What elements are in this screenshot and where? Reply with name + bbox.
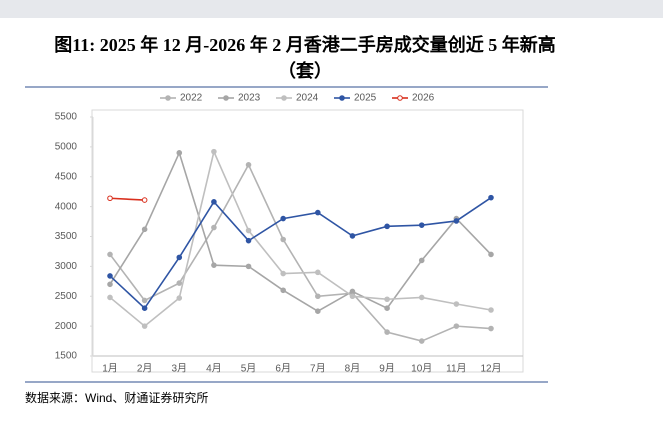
- x-tick-label: 2月: [137, 363, 153, 375]
- point: [280, 287, 286, 294]
- series-line: [109, 163, 492, 342]
- point: [418, 257, 425, 264]
- point: [245, 237, 252, 244]
- series-line: [109, 149, 492, 328]
- point: [315, 293, 321, 300]
- point: [418, 222, 425, 228]
- y-tick-label: 2500: [55, 291, 78, 302]
- point: [488, 251, 494, 258]
- point: [245, 263, 252, 270]
- title-box: 图11: 2025 年 12 月-2026 年 2 月香港二手房成交量创近 5 …: [54, 35, 556, 81]
- source-note: 数据来源：Wind、财通证券研究所: [25, 390, 208, 405]
- point: [176, 280, 183, 286]
- legend-label: 2025: [354, 93, 377, 104]
- legend-marker: [339, 95, 345, 101]
- point: [315, 269, 321, 276]
- point: [453, 301, 460, 307]
- legend-marker: [281, 95, 287, 101]
- point: [488, 307, 494, 313]
- point: [211, 224, 217, 231]
- point: [349, 288, 356, 295]
- y-tick-label: 4500: [55, 171, 78, 182]
- point: [280, 215, 286, 222]
- series-line: [109, 196, 492, 310]
- point: [107, 281, 113, 288]
- point: [176, 150, 183, 156]
- x-tick-label: 9月: [379, 363, 395, 375]
- x-tick-label: 4月: [206, 363, 222, 375]
- point: [453, 323, 460, 329]
- legend-marker: [165, 95, 171, 101]
- y-tick-label: 1500: [55, 351, 78, 362]
- y-tick-label: 4000: [55, 201, 78, 212]
- legend-marker: [397, 95, 403, 101]
- point: [384, 296, 390, 303]
- x-tick-label: 10月: [411, 363, 432, 375]
- point: [488, 194, 494, 201]
- x-tick-label: 6月: [275, 363, 291, 375]
- point: [315, 308, 321, 314]
- legend-label: 2024: [296, 93, 319, 104]
- x-tick-label: 8月: [345, 363, 361, 375]
- x-tick-label: 3月: [171, 363, 187, 375]
- point: [211, 148, 217, 155]
- point: [280, 270, 286, 277]
- x-tick-label: 12月: [480, 363, 501, 375]
- legend-label: 2026: [412, 93, 435, 104]
- point: [107, 294, 113, 301]
- point: [211, 199, 217, 205]
- point: [107, 195, 113, 202]
- point: [141, 323, 148, 329]
- point: [384, 329, 390, 335]
- point: [384, 305, 390, 312]
- point: [349, 293, 356, 300]
- y-tick-label: 5500: [55, 112, 78, 123]
- x-tick-label: 11月: [446, 363, 466, 375]
- point: [315, 209, 321, 216]
- point: [418, 338, 425, 344]
- point: [488, 325, 494, 332]
- legend-marker: [223, 95, 229, 101]
- point: [280, 236, 286, 243]
- x-tick-label: 7月: [310, 363, 326, 375]
- y-tick-label: 2000: [55, 321, 78, 332]
- legend-label: 2022: [180, 93, 203, 104]
- point: [211, 262, 217, 268]
- point: [141, 305, 148, 312]
- point: [176, 254, 183, 261]
- plot-frame: [91, 109, 524, 373]
- point: [349, 233, 356, 239]
- point: [418, 294, 425, 301]
- header-band: [0, 0, 663, 18]
- point: [107, 251, 113, 258]
- point: [107, 273, 113, 279]
- y-tick-label: 3000: [55, 261, 78, 272]
- point: [176, 295, 183, 301]
- point: [245, 162, 252, 168]
- series-line: [109, 150, 492, 313]
- series-line: [109, 197, 145, 201]
- point: [141, 226, 148, 233]
- point: [141, 197, 148, 203]
- point: [453, 218, 460, 224]
- x-tick-label: 1月: [102, 363, 118, 375]
- point: [141, 297, 148, 304]
- y-tick-label: 5000: [55, 142, 78, 153]
- point: [245, 227, 252, 234]
- y-tick-label: 3500: [55, 231, 78, 242]
- x-tick-label: 5月: [241, 363, 257, 375]
- chart-title: 图11: 2025 年 12 月-2026 年 2 月香港二手房成交量创近 5 …: [54, 35, 556, 81]
- legend-label: 2023: [238, 93, 261, 104]
- point: [384, 223, 390, 230]
